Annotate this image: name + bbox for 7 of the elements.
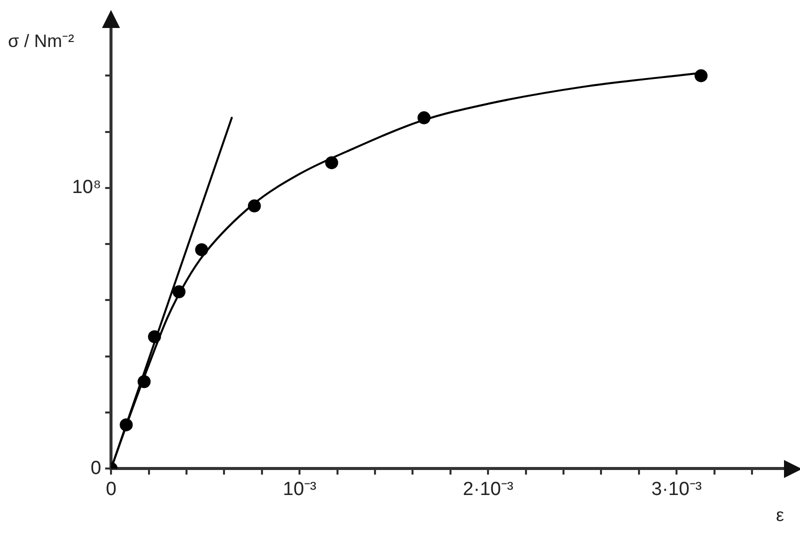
x-tick-label: 0	[106, 479, 116, 500]
x-tick-label: 2·10⁻³	[462, 479, 514, 500]
x-axis-title: ε	[776, 505, 784, 526]
y-axis-title: σ / Nm⁻²	[8, 30, 74, 52]
y-tick-label: 10⁸	[72, 177, 102, 198]
x-tick-label: 10⁻³	[282, 479, 316, 500]
x-tick-label: 3·10⁻³	[651, 479, 702, 500]
